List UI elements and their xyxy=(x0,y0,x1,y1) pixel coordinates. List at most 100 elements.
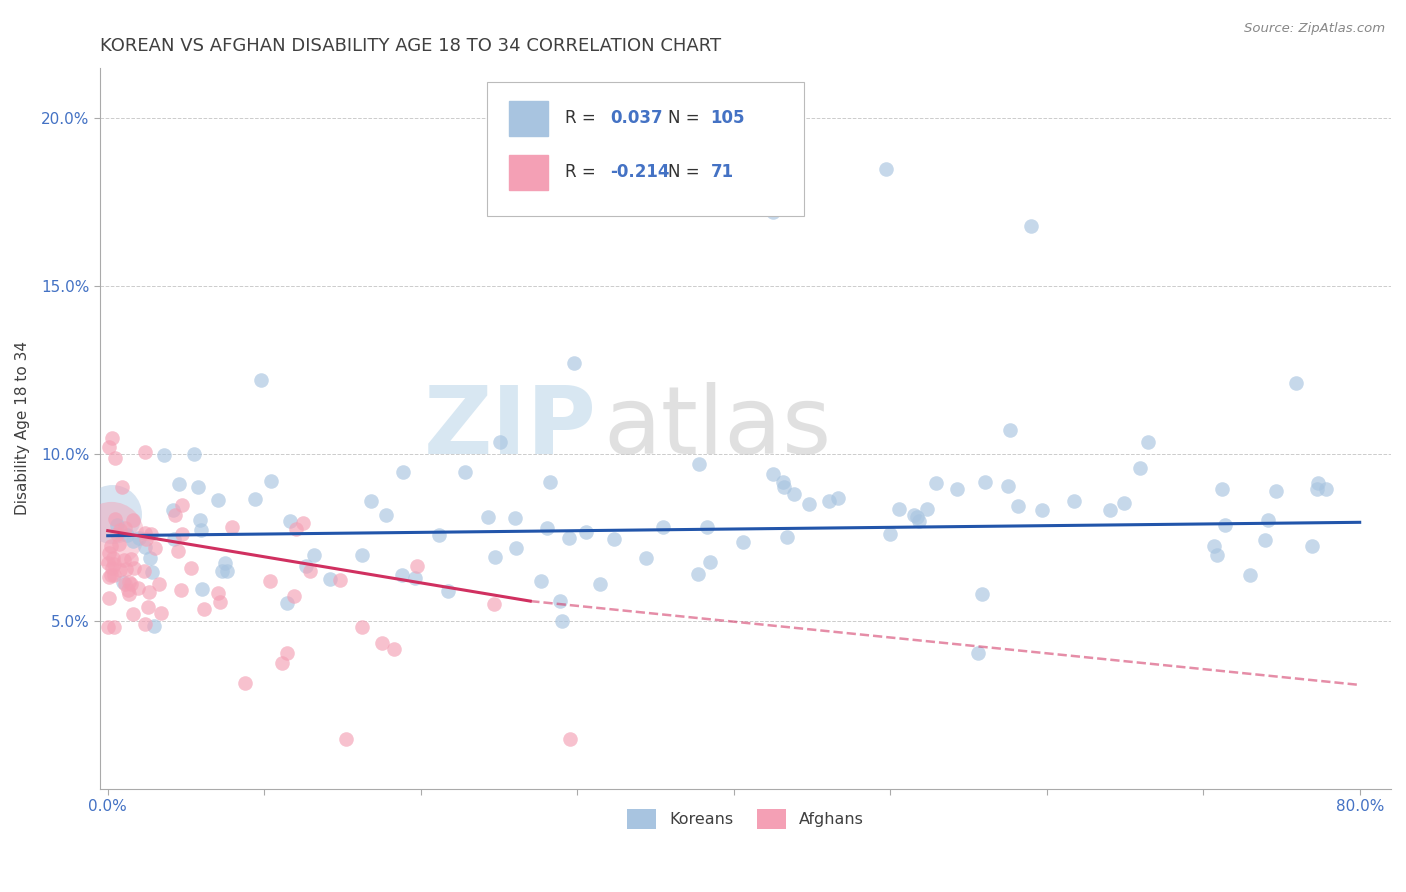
Point xyxy=(110,523,132,537)
Point xyxy=(295,558,318,573)
Point xyxy=(209,595,232,609)
Point xyxy=(143,541,166,555)
Point xyxy=(772,480,794,494)
Point xyxy=(699,555,721,569)
Text: atlas: atlas xyxy=(603,383,832,475)
Point xyxy=(217,564,239,578)
Point xyxy=(134,526,156,541)
Point xyxy=(973,475,995,489)
Point xyxy=(818,493,841,508)
Point xyxy=(180,561,202,575)
Point xyxy=(477,509,499,524)
Point xyxy=(122,561,145,575)
Point xyxy=(350,619,373,633)
Point xyxy=(1239,568,1261,582)
Point xyxy=(141,565,163,579)
Point xyxy=(166,543,188,558)
Point xyxy=(104,451,127,466)
Point xyxy=(636,551,658,566)
Point xyxy=(122,534,145,549)
Text: R =: R = xyxy=(565,110,600,128)
Point xyxy=(1206,548,1229,562)
Point xyxy=(484,550,506,565)
Point xyxy=(114,521,136,535)
Bar xyxy=(509,155,548,190)
Point xyxy=(1063,494,1085,508)
Point xyxy=(998,423,1021,437)
Point xyxy=(190,523,212,537)
Point xyxy=(292,516,315,530)
Point xyxy=(1136,435,1159,450)
Point xyxy=(187,480,209,494)
Point xyxy=(505,541,527,556)
Text: 71: 71 xyxy=(710,163,734,181)
Point xyxy=(103,620,125,634)
Point xyxy=(1019,219,1042,233)
Point xyxy=(193,602,215,616)
Point xyxy=(375,508,398,522)
Point xyxy=(221,519,243,533)
Point xyxy=(799,497,821,511)
Point xyxy=(915,502,938,516)
Point xyxy=(562,356,585,370)
Point xyxy=(122,607,145,621)
Point xyxy=(115,528,138,542)
Point xyxy=(162,503,184,517)
Point xyxy=(319,572,342,586)
Point xyxy=(117,582,139,597)
Point xyxy=(100,527,122,541)
Point xyxy=(103,567,125,582)
Point xyxy=(152,448,174,462)
Point xyxy=(135,532,157,546)
Point xyxy=(172,526,194,541)
Point xyxy=(103,550,125,565)
Point xyxy=(391,567,413,582)
Legend: Koreans, Afghans: Koreans, Afghans xyxy=(621,803,870,835)
Point xyxy=(243,492,266,507)
Point xyxy=(427,528,450,542)
Text: N =: N = xyxy=(668,163,704,181)
Point xyxy=(100,568,122,582)
Point xyxy=(167,477,190,491)
Point xyxy=(98,546,121,560)
Point xyxy=(437,583,460,598)
Point xyxy=(114,576,136,591)
Point xyxy=(259,574,281,588)
Point xyxy=(503,511,526,525)
Point xyxy=(392,465,415,479)
Point xyxy=(1306,482,1329,496)
Point xyxy=(214,557,236,571)
Point xyxy=(887,501,910,516)
Bar xyxy=(509,101,548,136)
Point xyxy=(1285,376,1308,390)
Point xyxy=(560,731,582,746)
Point xyxy=(112,553,135,567)
Point xyxy=(170,498,193,512)
Point xyxy=(575,525,598,540)
Point xyxy=(120,577,142,591)
Point xyxy=(827,491,849,505)
Point xyxy=(551,615,574,629)
Point xyxy=(136,600,159,615)
Point xyxy=(103,512,125,526)
Point xyxy=(406,559,429,574)
Point xyxy=(105,518,128,533)
Point xyxy=(211,564,233,578)
FancyBboxPatch shape xyxy=(488,82,804,216)
Point xyxy=(329,574,352,588)
Text: N =: N = xyxy=(668,110,704,128)
Point xyxy=(183,447,205,461)
Point xyxy=(925,475,948,490)
Point xyxy=(233,676,256,690)
Point xyxy=(97,591,120,606)
Point xyxy=(538,475,561,490)
Point xyxy=(1257,513,1279,527)
Point xyxy=(250,373,273,387)
Point xyxy=(207,493,229,508)
Point xyxy=(165,508,187,522)
Point xyxy=(1202,539,1225,553)
Point xyxy=(283,589,305,603)
Point xyxy=(946,482,969,496)
Point xyxy=(1129,460,1152,475)
Point xyxy=(1211,482,1233,496)
